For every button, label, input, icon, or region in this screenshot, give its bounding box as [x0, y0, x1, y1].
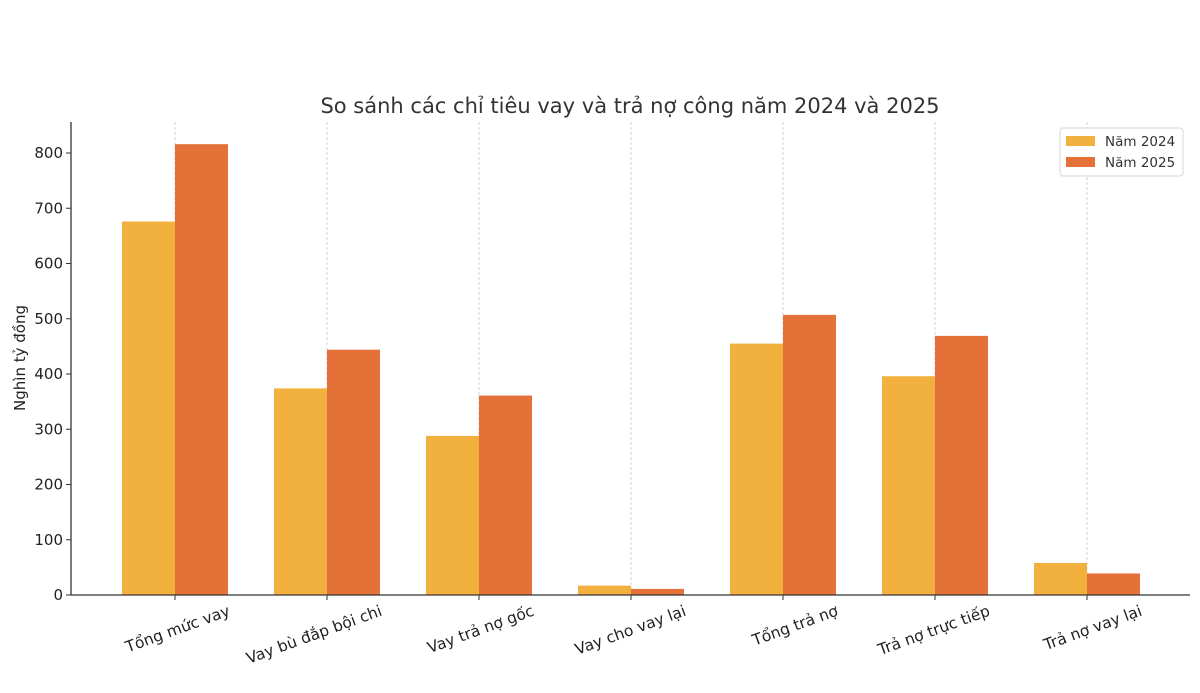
bar — [1087, 573, 1140, 595]
bar — [882, 376, 935, 595]
bar — [631, 588, 684, 595]
legend-label: Năm 2024 — [1105, 134, 1175, 150]
legend: Năm 2024 Năm 2025 — [1059, 127, 1184, 177]
x-tick-label: Trả nợ vay lại — [1040, 602, 1144, 655]
y-tick-label: 300 — [34, 420, 63, 438]
bar — [175, 144, 228, 595]
bar — [1034, 562, 1087, 595]
y-tick-label: 400 — [34, 365, 63, 383]
bar — [327, 349, 380, 595]
y-tick-label: 600 — [34, 255, 63, 273]
bar — [935, 335, 988, 595]
chart-title: So sánh các chỉ tiêu vay và trả nợ công … — [320, 94, 939, 118]
bar — [783, 314, 836, 595]
x-tick-label: Vay trả nợ gốc — [425, 602, 536, 657]
x-axis: Tổng mức vay Vay bù đắp bội chi Vay trả nợ… — [71, 594, 1190, 668]
legend-swatch — [1066, 136, 1095, 146]
legend-label: Năm 2025 — [1105, 155, 1175, 171]
bar — [730, 343, 783, 595]
bar — [426, 435, 479, 595]
y-tick-label: 800 — [34, 144, 63, 162]
x-tick-label: Tổng trả nợ — [749, 602, 841, 650]
y-axis: 0 100 200 300 400 500 600 700 800 — [34, 122, 72, 604]
legend-swatch — [1066, 157, 1095, 167]
y-axis-label: Nghìn tỷ đồng — [11, 305, 29, 411]
y-tick-label: 0 — [53, 586, 63, 604]
x-tick-label: Vay cho vay lại — [573, 602, 689, 659]
y-tick-label: 200 — [34, 476, 63, 494]
bar — [578, 585, 631, 595]
x-tick-label: Tổng mức vay — [122, 602, 232, 657]
y-tick-label: 700 — [34, 199, 63, 217]
y-tick-label: 500 — [34, 310, 63, 328]
bars — [122, 144, 1140, 595]
x-tick-label: Vay bù đắp bội chi — [244, 602, 384, 668]
bar — [122, 221, 175, 595]
y-tick-label: 100 — [34, 531, 63, 549]
x-tick-label: Trả nợ trực tiếp — [875, 602, 993, 660]
bar — [274, 388, 327, 595]
bar — [479, 395, 532, 595]
